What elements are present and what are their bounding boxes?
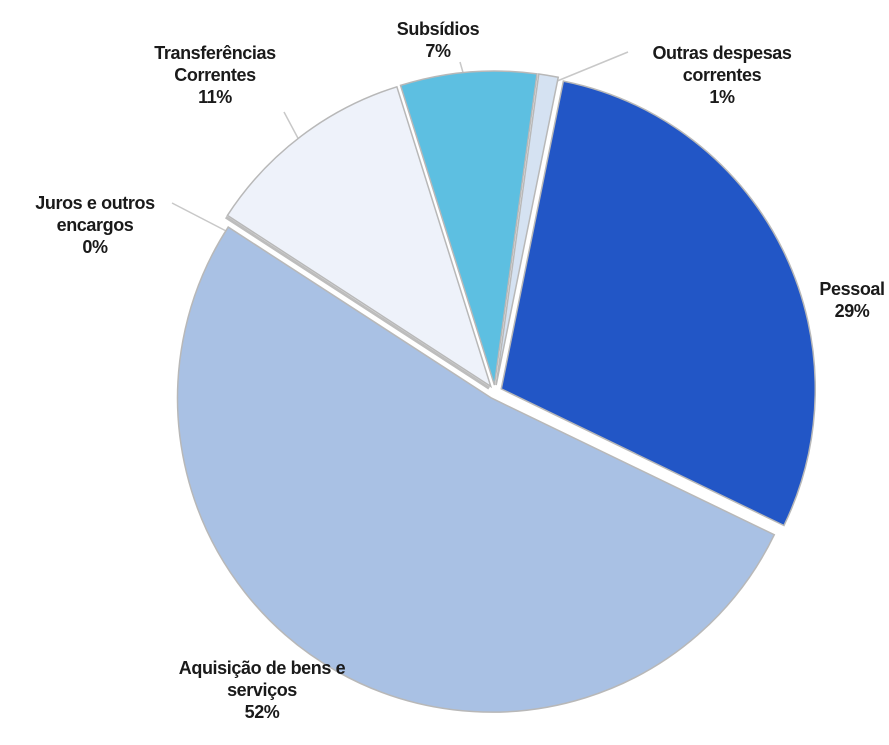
slice-label: Aquisição de bens e serviços 52% bbox=[172, 657, 352, 723]
slice-percent: 7% bbox=[425, 41, 451, 61]
slice-percent: 52% bbox=[244, 702, 280, 722]
slice-percent: 29% bbox=[834, 301, 870, 321]
leader-line bbox=[171, 202, 231, 234]
slice-name: Outras despesas correntes bbox=[652, 43, 792, 85]
slice-label: Subsídios 7% bbox=[383, 18, 493, 62]
pie-slice bbox=[176, 226, 776, 713]
pie-slice bbox=[495, 73, 560, 386]
leader-line bbox=[283, 111, 301, 143]
pie-slice bbox=[399, 70, 538, 386]
slice-label: Transferências Correntes 11% bbox=[140, 42, 290, 108]
slice-label: Juros e outros encargos 0% bbox=[10, 192, 180, 258]
pie-slice bbox=[224, 215, 490, 390]
slice-label: Outras despesas correntes 1% bbox=[617, 42, 827, 108]
slice-name: Pessoal bbox=[819, 279, 885, 299]
slice-percent: 1% bbox=[709, 87, 735, 107]
slice-label: Pessoal 29% bbox=[807, 278, 889, 322]
pie-slice bbox=[226, 85, 493, 389]
slice-percent: 11% bbox=[198, 87, 232, 107]
slice-percent: 0% bbox=[82, 237, 108, 257]
slice-name: Transferências Correntes bbox=[154, 43, 276, 85]
leader-line bbox=[544, 51, 629, 87]
pie-slice bbox=[500, 80, 816, 527]
slice-name: Subsídios bbox=[396, 19, 480, 39]
slice-name: Aquisição de bens e serviços bbox=[178, 658, 346, 700]
slice-name: Juros e outros encargos bbox=[35, 193, 155, 235]
